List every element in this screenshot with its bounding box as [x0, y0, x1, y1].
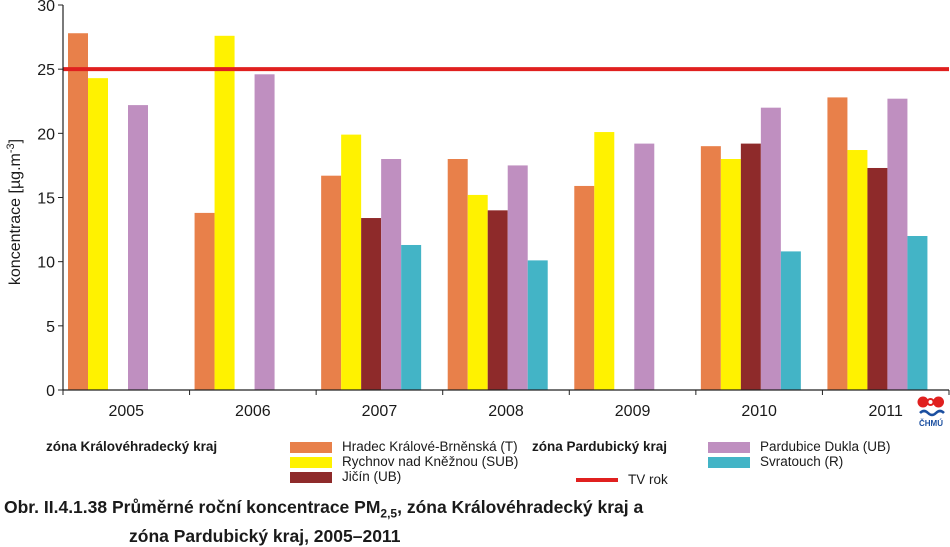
bar-2008-series-3 — [507, 165, 528, 390]
bar-2010-series-4 — [780, 251, 801, 390]
bar-2006-series-0 — [194, 212, 215, 390]
bar-2009-series-1 — [594, 132, 615, 391]
x-tick-label: 2008 — [488, 403, 524, 420]
bar-2007-series-2 — [361, 218, 382, 390]
bar-2008-series-2 — [487, 210, 508, 390]
legend-swatch — [576, 478, 618, 483]
legend: zóna Královéhradecký kraj Hradec Králové… — [0, 430, 950, 490]
chmu-logo-icon: ČHMÚ — [916, 396, 946, 428]
bar-2005-series-3 — [128, 105, 148, 390]
bar-2010-series-1 — [720, 159, 741, 390]
bar-2008-series-0 — [447, 159, 468, 390]
x-tick-label: 2005 — [108, 403, 144, 420]
bar-2011-series-0 — [827, 97, 848, 391]
bar-2007-series-1 — [341, 134, 362, 390]
legend-item-pardubice: Pardubice Dukla (UB) — [708, 439, 891, 454]
legend-item-tv-rok: TV rok — [576, 472, 668, 487]
bar-2011-series-1 — [847, 150, 868, 390]
bar-2011-series-4 — [907, 236, 928, 390]
y-tick-label: 0 — [46, 383, 55, 400]
y-tick-label: 10 — [37, 255, 55, 272]
axes-layer: 0 5 10 15 20 25 30 2005 2006 2007 2008 2009 2010 2011 — [37, 0, 950, 420]
x-tick-label: 2006 — [235, 403, 271, 420]
bars-layer — [68, 33, 928, 391]
legend-label: Hradec Králové-Brněnská (T) — [342, 439, 518, 454]
bar-2011-series-2 — [867, 167, 888, 390]
legend-label: Jičín (UB) — [342, 469, 402, 484]
y-tick-label: 25 — [37, 62, 55, 79]
bar-2009-series-3 — [634, 143, 655, 390]
bar-2009-series-0 — [574, 185, 595, 390]
y-tick-label: 5 — [46, 319, 55, 336]
bar-2005-series-1 — [88, 78, 108, 391]
bar-2010-series-2 — [740, 143, 761, 390]
bar-2007-series-4 — [401, 244, 422, 390]
caption-line-2: zóna Pardubický kraj, 2005–2011 — [129, 525, 401, 546]
bar-2005-series-0 — [68, 33, 88, 390]
bar-2008-series-4 — [527, 260, 548, 390]
y-axis-label: koncentrace [µg.m-3] — [5, 139, 24, 285]
bar-2010-series-0 — [700, 146, 721, 390]
bar-2006-series-1 — [214, 35, 235, 391]
legend-label: Svratouch (R) — [760, 454, 844, 469]
legend-zone-1-label: zóna Královéhradecký kraj — [46, 439, 218, 454]
bar-2006-series-3 — [254, 74, 275, 391]
y-tick-label: 20 — [37, 126, 55, 143]
x-tick-label: 2009 — [615, 403, 651, 420]
x-tick-label: 2007 — [362, 403, 398, 420]
legend-zone-2-label: zóna Pardubický kraj — [532, 439, 668, 454]
legend-item-svratouch: Svratouch (R) — [708, 454, 843, 469]
y-tick-label: 15 — [37, 191, 55, 208]
legend-item-jicin: Jičín (UB) — [290, 469, 401, 484]
svg-text:ČHMÚ: ČHMÚ — [919, 419, 943, 428]
figure-caption: Obr. II.4.1.38 Průměrné roční koncentrac… — [4, 496, 643, 547]
y-tick-label: 30 — [37, 0, 55, 15]
x-tick-label: 2010 — [741, 403, 777, 420]
legend-swatch — [290, 456, 332, 468]
bar-2010-series-3 — [760, 107, 781, 391]
bar-chart: 0 5 10 15 20 25 30 2005 2006 2007 2008 2009 2010 2011… — [5, 0, 950, 420]
bar-2011-series-3 — [887, 98, 908, 390]
legend-item-hradec: Hradec Králové-Brněnská (T) — [290, 439, 518, 454]
caption-line-1: Obr. II.4.1.38 Průměrné roční koncentrac… — [4, 497, 644, 521]
legend-label: Pardubice Dukla (UB) — [760, 439, 891, 454]
legend-label: TV rok — [628, 472, 668, 487]
bar-2007-series-3 — [381, 159, 402, 390]
bar-2007-series-0 — [321, 175, 342, 390]
x-tick-label: 2011 — [869, 403, 904, 420]
legend-swatch — [708, 456, 750, 468]
legend-item-rychnov: Rychnov nad Kněžnou (SUB) — [290, 454, 518, 469]
legend-label: Rychnov nad Kněžnou (SUB) — [342, 454, 519, 469]
legend-swatch — [290, 471, 332, 483]
legend-swatch — [290, 441, 332, 453]
bar-2008-series-1 — [467, 194, 488, 390]
legend-swatch — [708, 441, 750, 453]
